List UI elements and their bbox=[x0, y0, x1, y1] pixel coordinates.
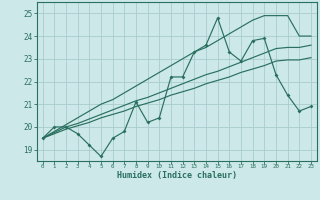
X-axis label: Humidex (Indice chaleur): Humidex (Indice chaleur) bbox=[117, 171, 237, 180]
